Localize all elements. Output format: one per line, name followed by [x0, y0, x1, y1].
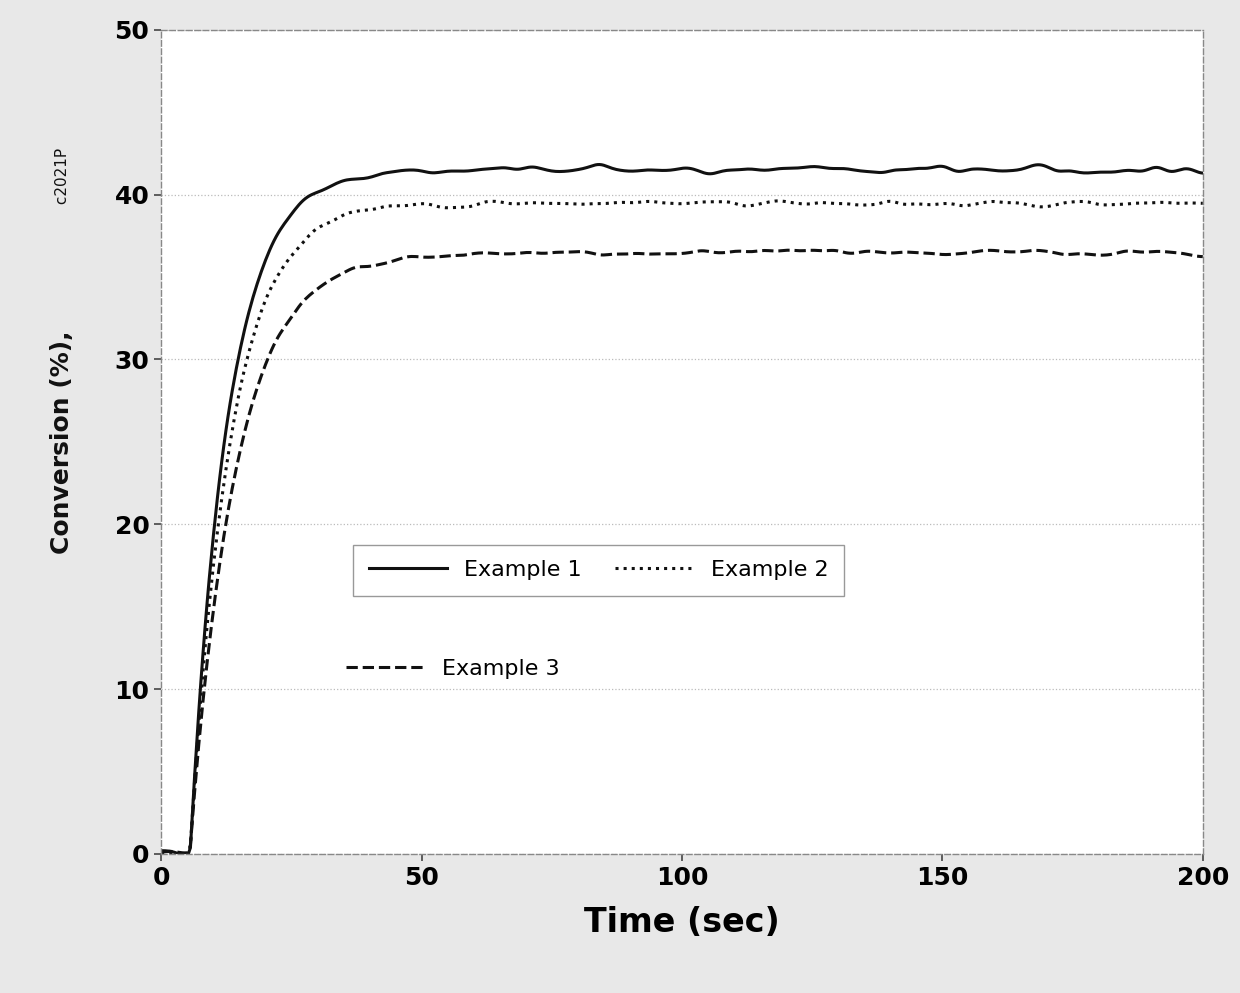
Example 1: [1174, 163, 1189, 175]
Example 1: [172, 848, 187, 860]
Example 2: [154, 847, 169, 859]
Example 1: [1012, 164, 1027, 176]
Example 1: [154, 845, 169, 857]
Example 3: [1012, 246, 1027, 258]
Example 3: [1174, 247, 1189, 259]
Example 2: [1012, 198, 1027, 210]
Example 2: [164, 848, 179, 860]
Example 3: [782, 244, 797, 256]
Example 1: [1195, 167, 1210, 179]
Example 2: [719, 196, 734, 208]
Line: Example 2: Example 2: [161, 201, 1203, 854]
Example 1: [593, 159, 608, 171]
Example 1: [652, 165, 667, 177]
Text: c2021P: c2021P: [55, 148, 69, 209]
Example 3: [657, 248, 672, 260]
Example 3: [651, 248, 666, 260]
Example 2: [1174, 198, 1189, 210]
Text: Conversion (%),: Conversion (%),: [51, 330, 74, 554]
Example 1: [722, 164, 737, 176]
Line: Example 1: Example 1: [161, 165, 1203, 854]
Example 1: [777, 163, 792, 175]
Example 2: [657, 197, 672, 209]
Example 2: [1195, 198, 1210, 210]
Legend: Example 3: Example 3: [331, 643, 575, 694]
Example 3: [719, 246, 734, 258]
Example 2: [777, 196, 792, 208]
Line: Example 3: Example 3: [161, 250, 1203, 853]
Example 3: [1195, 250, 1210, 262]
Example 3: [154, 846, 169, 858]
Example 1: [658, 165, 673, 177]
Example 3: [177, 847, 192, 859]
Example 3: [776, 244, 791, 256]
Example 2: [771, 195, 786, 207]
Example 2: [651, 197, 666, 209]
X-axis label: Time (sec): Time (sec): [584, 907, 780, 939]
